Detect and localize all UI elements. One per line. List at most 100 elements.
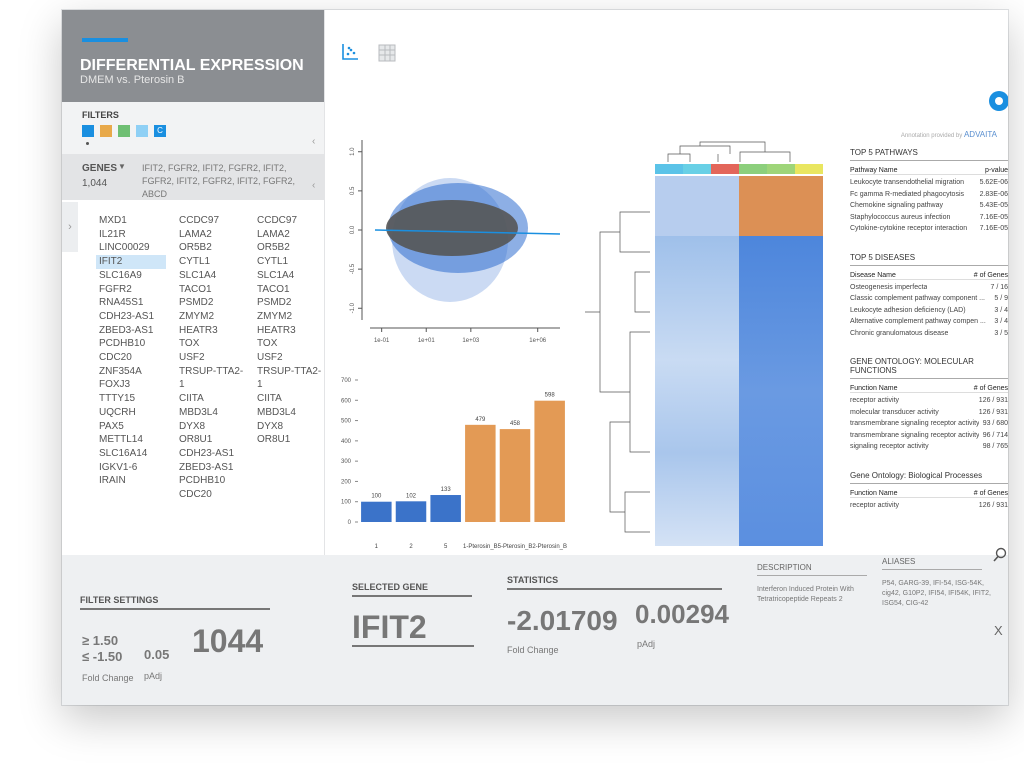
gene-item[interactable]: PAX5	[99, 420, 124, 432]
gene-item[interactable]: DYX8	[179, 420, 206, 432]
gene-item[interactable]: SLC1A4	[257, 269, 295, 281]
table-row[interactable]: signaling receptor activity 98 / 765	[850, 441, 1008, 453]
gene-item[interactable]: TOX	[179, 338, 200, 350]
gene-item[interactable]: FOXJ3	[99, 379, 131, 391]
gene-item[interactable]: OR8U1	[257, 434, 291, 446]
gene-item[interactable]: CYTL1	[179, 256, 211, 268]
gene-item[interactable]: LAMA2	[179, 228, 212, 240]
gene-item[interactable]: PSMD2	[179, 297, 214, 309]
gene-item[interactable]: CDC20	[99, 352, 132, 364]
table-row[interactable]: transmembrane signaling receptor activit…	[850, 418, 1008, 430]
table-row[interactable]: molecular transducer activity 126 / 931	[850, 407, 1008, 419]
cell: 126 / 931	[978, 501, 1008, 509]
gene-item[interactable]: SLC1A4	[179, 269, 217, 281]
gene-item[interactable]: METTL14	[99, 434, 143, 446]
gene-item[interactable]: CCDC97	[179, 215, 220, 226]
accent-bar	[82, 38, 128, 42]
table-header: Pathway Name p-value	[850, 167, 1008, 175]
table-row[interactable]: Chronic granulomatous disease 3 / 5	[850, 328, 1008, 340]
sidebar-header: DIFFERENTIAL EXPRESSION DMEM vs. Pterosi…	[62, 10, 324, 102]
gene-item[interactable]: FGFR2	[99, 283, 132, 295]
y-tick-label: 100	[341, 500, 352, 506]
table-row[interactable]: receptor activity 126 / 931	[850, 395, 1008, 407]
gene-item[interactable]: UQCRH	[99, 406, 136, 418]
gene-item[interactable]: TRSUP-TTA2-1	[257, 365, 322, 391]
gene-item[interactable]: PCDHB10	[99, 338, 146, 350]
gene-item[interactable]: MBD3L4	[179, 406, 218, 418]
scatter-view-icon[interactable]	[340, 42, 360, 62]
gene-item[interactable]: HEATR3	[179, 324, 218, 336]
gene-item[interactable]: IRAIN	[99, 475, 126, 487]
filter-chip[interactable]	[118, 125, 130, 137]
gene-item[interactable]: USF2	[179, 352, 205, 364]
gene-item[interactable]: CIITA	[179, 393, 204, 405]
gene-item[interactable]: SLC16A14	[99, 447, 148, 459]
dropdown-arrow[interactable]: ▼	[118, 162, 126, 171]
x-tick-label: 2	[409, 544, 413, 550]
collapse-tab[interactable]: ›	[62, 202, 78, 252]
description-label: DESCRIPTION	[757, 563, 867, 576]
y-tick-label: 400	[341, 439, 352, 445]
table-row[interactable]: Leukocyte transendothelial migration 5.62…	[850, 177, 1008, 189]
gene-item[interactable]: SLC16A9	[99, 269, 142, 281]
gene-item[interactable]: LAMA2	[257, 228, 290, 240]
gene-item[interactable]: PSMD2	[257, 297, 292, 309]
gene-item[interactable]: TACO1	[257, 283, 290, 295]
gene-item[interactable]: CYTL1	[257, 256, 289, 268]
gene-item[interactable]: MBD3L4	[257, 406, 296, 418]
gene-item[interactable]: IFIT2	[96, 255, 166, 269]
cell: 3 / 5	[994, 329, 1008, 337]
table-row[interactable]: Fc gamma R-mediated phagocytosis 2.83E-06	[850, 189, 1008, 201]
heatmap-block	[739, 176, 823, 236]
gene-item[interactable]: ZBED3-AS1	[179, 461, 234, 473]
gene-item[interactable]: TRSUP-TTA2-1	[179, 365, 244, 391]
gene-item[interactable]: ZNF354A	[99, 365, 142, 377]
table-row[interactable]: receptor activity 126 / 931	[850, 500, 1008, 512]
table-row[interactable]: transmembrane signaling receptor activit…	[850, 430, 1008, 442]
gene-item[interactable]: TTTY15	[99, 393, 136, 405]
gene-item[interactable]: IGKV1-6	[99, 461, 138, 473]
gene-item[interactable]: OR8U1	[179, 434, 213, 446]
gene-item[interactable]: ZMYM2	[257, 310, 292, 322]
table-row[interactable]: Staphylococcus aureus infection 7.16E-05	[850, 212, 1008, 224]
gene-item[interactable]: TACO1	[179, 283, 212, 295]
gene-item[interactable]: TOX	[257, 338, 278, 350]
gene-item[interactable]: OR5B2	[257, 242, 290, 254]
table-row[interactable]: Leukocyte adhesion deficiency (LAD) 3 / 4	[850, 305, 1008, 317]
chevron[interactable]: ‹	[312, 180, 316, 191]
table-row[interactable]: Cytokine-cytokine receptor interaction 7.…	[850, 223, 1008, 235]
search-icon[interactable]	[992, 547, 1008, 563]
heatmap-block	[655, 236, 739, 546]
gene-item[interactable]: LINC00029	[99, 242, 150, 254]
filter-chip[interactable]: C	[154, 125, 166, 137]
gene-item[interactable]: CIITA	[257, 393, 282, 405]
gene-item[interactable]: IL21R	[99, 228, 126, 240]
table-row[interactable]: Alternative complement pathway compen ..…	[850, 316, 1008, 328]
chevron[interactable]: ‹	[312, 136, 316, 147]
gene-item[interactable]: PCDHB10	[179, 475, 226, 487]
gene-item[interactable]: ZBED3-AS1	[99, 324, 154, 336]
table-row[interactable]: Classic complement pathway component ...…	[850, 293, 1008, 305]
gene-item[interactable]: CDH23-AS1	[99, 310, 155, 322]
gene-item[interactable]: MXD1	[99, 215, 127, 226]
filter-chip[interactable]	[136, 125, 148, 137]
fold-down: ≤ -1.50	[82, 649, 123, 664]
gene-item[interactable]: HEATR3	[257, 324, 296, 336]
gene-item[interactable]: OR5B2	[179, 242, 212, 254]
gene-item[interactable]: CDH23-AS1	[179, 447, 235, 459]
gene-item[interactable]: DYX8	[257, 420, 284, 432]
gene-item[interactable]: CCDC97	[257, 215, 298, 226]
gene-item[interactable]: RNA45S1	[99, 297, 144, 309]
close-button[interactable]: X	[994, 623, 1003, 638]
table-view-icon[interactable]	[378, 44, 396, 62]
result-section: Gene Ontology: Biological Processes Funct…	[850, 471, 1008, 512]
gene-item[interactable]: USF2	[257, 352, 283, 364]
table-row[interactable]: Chemokine signaling pathway 5.43E-05	[850, 200, 1008, 212]
filter-chip[interactable]	[82, 125, 94, 137]
gene-item[interactable]: CDC20	[179, 489, 212, 501]
filter-chip[interactable]	[100, 125, 112, 137]
cell: Leukocyte transendothelial migration	[850, 179, 965, 186]
gene-item[interactable]: ZMYM2	[179, 310, 214, 322]
table-row[interactable]: Osteogenesis imperfecta 7 / 16	[850, 282, 1008, 294]
